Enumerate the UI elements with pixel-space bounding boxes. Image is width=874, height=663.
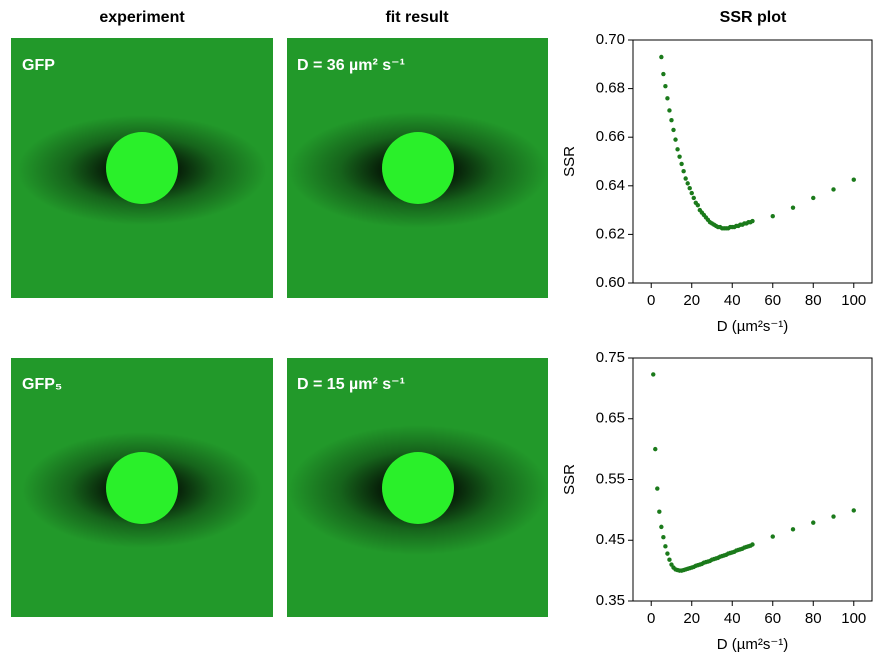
x-axis-label: D (µm²s⁻¹): [717, 318, 789, 335]
data-point: [675, 147, 680, 152]
data-point: [669, 117, 674, 123]
y-axis-label: SSR: [561, 464, 578, 495]
data-point: [770, 534, 775, 539]
data-point: [695, 203, 701, 208]
data-point: [651, 372, 656, 377]
data-point: [665, 551, 670, 556]
data-point: [811, 195, 816, 201]
y-tick-label: 0.45: [596, 531, 625, 548]
data-point: [831, 514, 836, 519]
panel-label: D = 15 µm² s⁻¹: [297, 376, 405, 393]
data-point: [661, 535, 666, 540]
y-axis-label: SSR: [561, 146, 578, 177]
data-point: [691, 195, 696, 201]
data-point: [667, 108, 672, 113]
column-header: SSR plot: [720, 9, 787, 26]
data-point: [667, 557, 672, 562]
data-point: [671, 127, 676, 133]
data-point: [653, 446, 658, 452]
x-tick-label: 60: [764, 292, 781, 309]
column-header: fit result: [385, 9, 449, 26]
x-tick-label: 80: [805, 292, 822, 309]
data-point: [677, 154, 682, 159]
x-tick-label: 60: [764, 610, 781, 627]
data-point: [790, 205, 796, 210]
data-point: [683, 176, 688, 181]
y-tick-label: 0.60: [596, 274, 625, 291]
y-tick-label: 0.66: [596, 128, 625, 145]
image-experiment-2: [11, 358, 273, 617]
x-axis-label: D (µm²s⁻¹): [717, 636, 789, 653]
data-point: [851, 177, 856, 182]
plot-frame: [632, 39, 873, 284]
panel-label: GFP: [22, 57, 55, 74]
data-point: [681, 169, 686, 174]
data-point: [750, 218, 755, 224]
data-point: [811, 520, 816, 525]
y-tick-label: 0.65: [596, 410, 625, 427]
data-point: [655, 486, 660, 491]
panel-label: GFP₅: [22, 376, 62, 393]
y-tick-label: 0.64: [596, 177, 625, 194]
y-tick-label: 0.62: [596, 225, 625, 242]
y-tick-label: 0.68: [596, 80, 625, 97]
image-fit-2: [287, 358, 548, 617]
data-point: [679, 161, 684, 167]
x-tick-label: 40: [724, 610, 741, 627]
data-point: [851, 508, 856, 513]
data-point: [659, 524, 664, 530]
y-tick-label: 0.70: [596, 31, 625, 48]
column-header: experiment: [99, 9, 185, 26]
image-experiment-1: [11, 38, 273, 298]
y-tick-label: 0.75: [596, 349, 625, 366]
x-tick-label: 100: [841, 610, 866, 627]
x-tick-label: 100: [841, 292, 866, 309]
data-point: [663, 544, 668, 549]
data-point: [661, 71, 666, 77]
x-tick-label: 20: [683, 610, 700, 627]
data-point: [689, 190, 694, 196]
data-point: [673, 137, 678, 142]
data-point: [665, 96, 670, 101]
x-tick-label: 80: [805, 610, 822, 627]
data-point: [659, 54, 664, 60]
y-tick-label: 0.35: [596, 592, 625, 609]
data-point: [790, 527, 796, 532]
data-point: [687, 186, 692, 191]
y-tick-label: 0.55: [596, 470, 625, 487]
data-point: [685, 181, 690, 186]
data-point: [770, 213, 775, 219]
x-tick-label: 40: [724, 292, 741, 309]
data-point: [750, 542, 755, 547]
x-tick-label: 20: [683, 292, 700, 309]
plot-frame: [632, 357, 873, 602]
panel-label: D = 36 µm² s⁻¹: [297, 57, 405, 74]
image-fit-1: [287, 38, 548, 298]
data-point: [663, 83, 668, 89]
data-point: [657, 509, 662, 514]
data-point: [831, 187, 836, 192]
x-tick-label: 0: [647, 610, 655, 627]
x-tick-label: 0: [647, 292, 655, 309]
